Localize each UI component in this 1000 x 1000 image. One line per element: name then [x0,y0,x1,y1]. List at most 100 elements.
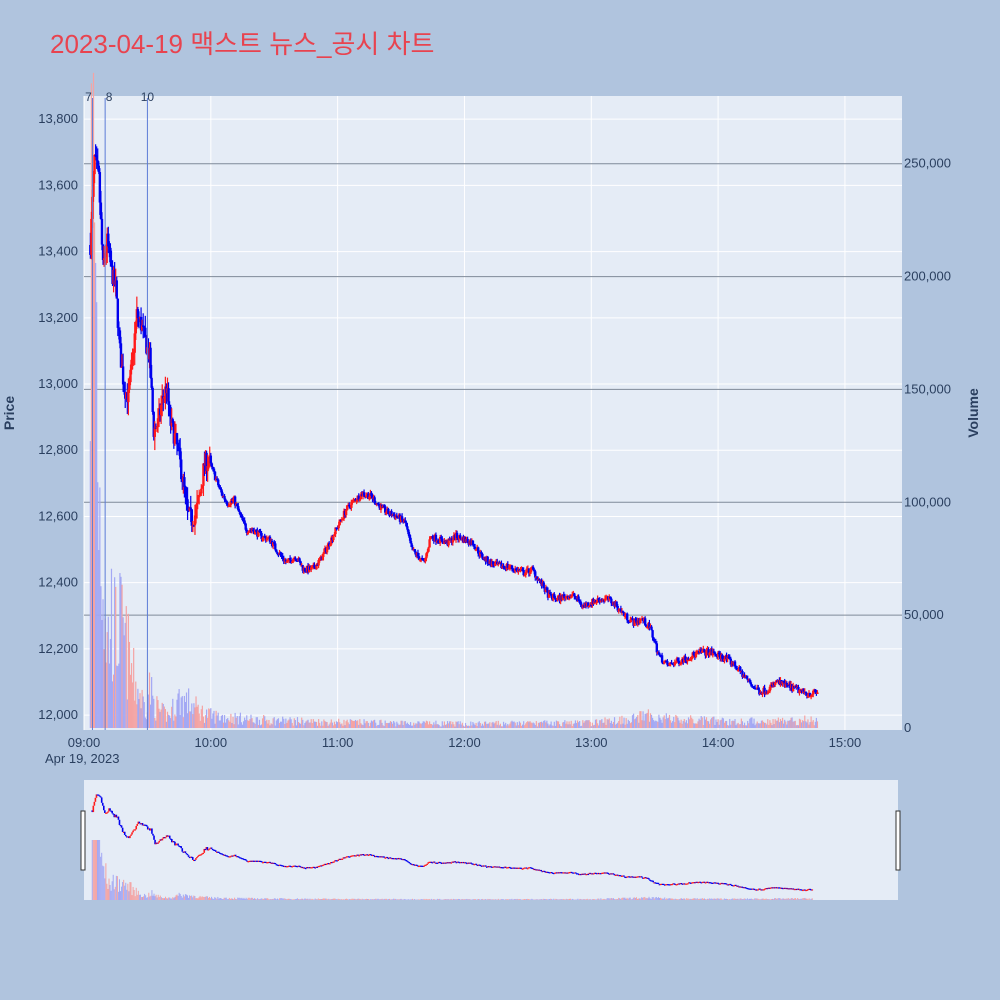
slider-candle [333,861,335,863]
slider-candle [776,887,779,889]
candle-body [390,511,393,517]
slider-candle [264,861,266,863]
slider-volume-bar [639,898,641,900]
volume-bar [327,725,329,728]
volume-bar [552,725,554,728]
candle-body [177,446,181,449]
slider-volume-bar [497,898,499,900]
volume-bar [417,721,419,728]
slider-candle [126,836,128,838]
slider-candle [511,867,513,869]
slider-candle [308,867,310,869]
volume-bar [589,721,591,728]
slider-volume-bar [522,899,524,900]
slider-right-handle[interactable] [895,810,901,871]
volume-bar [725,720,728,728]
candle-body [190,509,193,526]
candle-body [96,160,99,166]
volume-bar [485,721,487,728]
volume-bar [661,722,663,728]
slider-candle [471,863,473,865]
slider-candle [353,855,355,857]
slider-volume-bar [482,898,484,900]
volume-bar [804,715,806,728]
slider-volume-bar [156,897,158,900]
slider-volume-bar [323,898,325,900]
candle-body [130,359,133,370]
volume-bar [287,720,289,728]
volume-bar [365,721,367,728]
slider-volume-bar [236,899,238,900]
volume-bar [525,723,527,728]
candle-body [431,536,434,539]
candle-body [199,493,202,496]
volume-bar [157,700,159,728]
slider-volume-bar [721,899,723,900]
volume-bar [602,722,604,728]
slider-candle [461,861,464,864]
slider-candle [133,829,135,831]
volume-bar [666,718,668,728]
volume-bar [99,487,101,728]
slider-volume-bar [174,896,176,900]
volume-bar [181,696,183,728]
candle-body [260,533,263,540]
slider-candle [505,867,508,869]
slider-candle [696,881,698,883]
slider-volume-bar [503,899,505,900]
slider-volume-bar [534,899,536,900]
slider-candle [544,871,547,873]
slider-volume-bar [797,898,799,900]
volume-bar [705,717,708,728]
slider-candle [375,855,377,858]
volume-bar [323,719,325,728]
slider-candle [465,862,467,864]
candle-body [257,530,260,537]
volume-bar [475,722,477,728]
candle-body [277,553,280,556]
slider-volume-bar [466,898,468,900]
slider-volume-bar [147,897,149,900]
volume-bar [658,714,660,728]
volume-bar [222,722,225,728]
candle-body [241,516,244,520]
candle-body [597,598,600,601]
slider-candle [692,882,694,884]
slider-volume-bar [330,899,332,900]
candle-body [329,544,332,547]
slider-volume-bar [151,890,153,900]
volume-bar [355,719,357,728]
candle-body [351,500,354,503]
slider-candle [545,871,548,873]
candle-body [424,558,427,562]
volume-bar [806,722,808,728]
price-tick-label: 12,600 [38,508,78,523]
slider-candle [780,887,782,889]
slider-volume-bar [92,840,94,900]
slider-volume-bar [337,898,339,900]
slider-candle [400,858,402,860]
candle-body [247,531,251,533]
slider-candle [176,843,178,845]
slider-candle [304,867,307,870]
volume-bar [418,721,420,728]
slider-candle [701,881,704,884]
volume-bar [743,722,746,728]
slider-candle [574,872,577,874]
volume-bar [321,721,323,728]
range-slider-area[interactable] [84,780,898,900]
volume-bar [815,717,817,728]
slider-left-handle[interactable] [80,810,86,871]
range-slider[interactable] [80,794,901,900]
slider-candle [753,888,756,891]
slider-volume-bar [627,898,629,900]
slider-candle [516,867,518,869]
volume-bar [285,718,287,728]
volume-bar [528,722,530,728]
slider-candle [538,869,540,871]
volume-bar [691,717,693,728]
slider-candle [394,858,397,860]
candle-body [646,626,649,629]
slider-volume-bar [149,896,151,900]
